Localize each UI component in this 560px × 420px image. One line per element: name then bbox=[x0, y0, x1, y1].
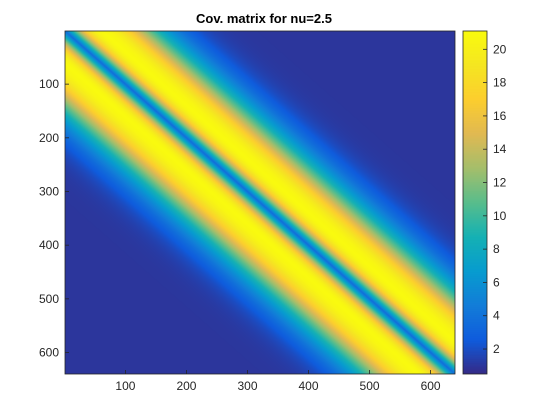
heatmap-area bbox=[64, 30, 456, 375]
y-axis: 100 200 300 400 500 600 bbox=[39, 77, 69, 360]
chart-title: Cov. matrix for nu=2.5 bbox=[196, 11, 332, 26]
x-tick-label: 500 bbox=[360, 379, 380, 393]
y-tick-label: 200 bbox=[39, 131, 59, 145]
colorbar-frame bbox=[462, 30, 488, 375]
colorbar-tick-label: 4 bbox=[493, 309, 500, 323]
x-tick-label: 300 bbox=[237, 379, 257, 393]
plot-frame bbox=[64, 30, 456, 375]
y-tick-label: 400 bbox=[39, 238, 59, 252]
colorbar-tick-label: 18 bbox=[493, 76, 507, 90]
x-axis: 100 200 300 400 500 600 bbox=[115, 370, 441, 393]
colorbar-tick-label: 2 bbox=[493, 342, 500, 356]
colorbar: 2 4 6 8 10 12 14 16 18 20 bbox=[462, 30, 507, 375]
x-tick-label: 100 bbox=[115, 379, 135, 393]
colorbar-canvas bbox=[463, 31, 487, 374]
heatmap-canvas bbox=[65, 31, 455, 374]
x-tick-label: 200 bbox=[176, 379, 196, 393]
colorbar-tick-label: 16 bbox=[493, 109, 507, 123]
colorbar-ticks: 2 4 6 8 10 12 14 16 18 20 bbox=[483, 42, 507, 356]
y-tick-label: 600 bbox=[39, 346, 59, 360]
colorbar-tick-label: 8 bbox=[493, 242, 500, 256]
colorbar-tick-label: 14 bbox=[493, 142, 507, 156]
x-tick-label: 400 bbox=[299, 379, 319, 393]
y-tick-label: 100 bbox=[39, 77, 59, 91]
y-tick-label: 300 bbox=[39, 184, 59, 198]
colorbar-tick-label: 6 bbox=[493, 275, 500, 289]
colorbar-tick-label: 12 bbox=[493, 176, 507, 190]
x-tick-label: 600 bbox=[421, 379, 441, 393]
y-tick-label: 500 bbox=[39, 292, 59, 306]
colorbar-tick-label: 10 bbox=[493, 209, 507, 223]
colorbar-tick-label: 20 bbox=[493, 42, 507, 56]
